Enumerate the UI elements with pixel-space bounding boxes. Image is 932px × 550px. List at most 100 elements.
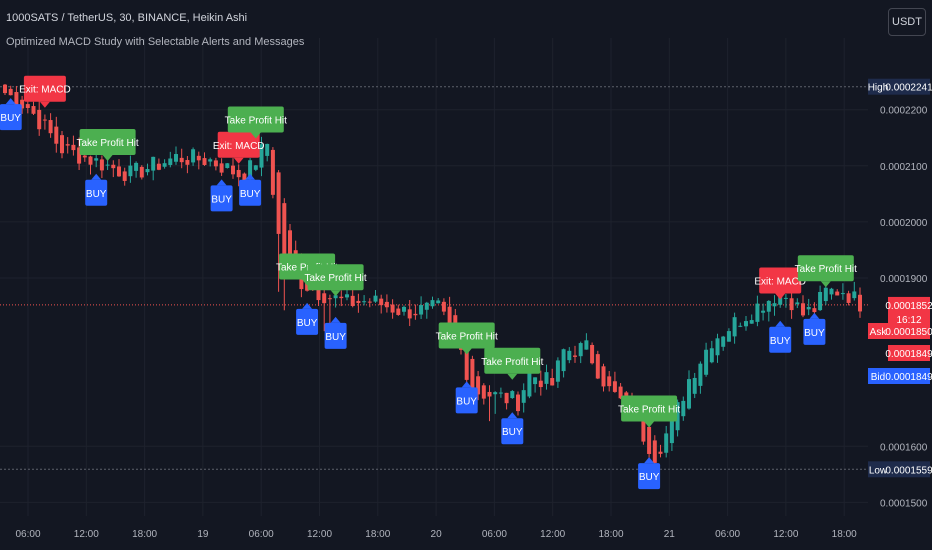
candle-body xyxy=(191,149,196,163)
exit-signal-pointer xyxy=(233,157,244,164)
x-tick-label: 18:00 xyxy=(832,529,857,540)
tp-signal-label[interactable] xyxy=(621,395,678,422)
last-price-tag xyxy=(888,296,930,327)
ask-value-tag xyxy=(888,323,930,339)
candle-body xyxy=(419,305,424,315)
buy-signal-pointer xyxy=(775,320,786,327)
candle-body xyxy=(755,303,760,322)
candle-body xyxy=(14,92,19,108)
currency-button[interactable]: USDT xyxy=(888,8,926,36)
time-axis[interactable]: 06:00 12:00 18:00 19 06:00 12:00 18:00 20 06:00 1… xyxy=(15,529,857,540)
buy-signal-pointer xyxy=(461,381,472,388)
candle-body xyxy=(487,391,492,397)
candle-body xyxy=(772,303,777,307)
tp-signal-label[interactable] xyxy=(438,322,495,349)
candle-body xyxy=(231,165,235,175)
signal-labels: BUY Exit: MACD BUY Take Profit Hit Exit: MAC… xyxy=(0,75,857,490)
buy-signal-label[interactable] xyxy=(0,104,22,131)
candle-body xyxy=(253,165,258,170)
candle-body xyxy=(333,295,338,299)
buy-signal-label[interactable] xyxy=(803,318,826,345)
candle-body xyxy=(818,291,823,311)
low-label-tag xyxy=(868,461,888,478)
buy-signal-label[interactable] xyxy=(296,308,319,335)
x-tick-label: 12:00 xyxy=(307,529,332,540)
candle-body xyxy=(362,301,367,303)
candle-body xyxy=(327,298,332,300)
buy-signal-label[interactable] xyxy=(324,322,347,349)
buy-signal-text: BUY xyxy=(211,194,232,205)
tp-signal-label[interactable] xyxy=(484,347,541,374)
tp-signal-text: Take Profit Hit xyxy=(304,273,366,284)
candle-body xyxy=(174,154,178,162)
exit-signal-label[interactable] xyxy=(23,75,66,102)
buy-signal-label[interactable] xyxy=(210,185,233,212)
buy-signal-label[interactable] xyxy=(239,179,262,206)
candle-body xyxy=(544,372,549,384)
candle-body xyxy=(789,298,794,311)
tp-signal-label[interactable] xyxy=(79,129,136,155)
buy-signal-text: BUY xyxy=(325,332,346,343)
candle-body xyxy=(852,291,857,299)
exit-signal-label[interactable] xyxy=(759,267,802,294)
candle-body xyxy=(384,301,389,308)
buy-signal-label[interactable] xyxy=(769,326,792,353)
candle-body xyxy=(704,349,709,375)
candle-body xyxy=(664,433,669,453)
candle-body xyxy=(42,119,47,121)
candle-body xyxy=(99,159,104,171)
candle-body xyxy=(20,99,25,109)
buy-signal-text: BUY xyxy=(297,318,318,329)
tp-signal-pointer xyxy=(507,373,518,380)
x-tick-label: 06:00 xyxy=(482,529,507,540)
candle-body xyxy=(276,172,281,234)
candle-body xyxy=(168,158,173,165)
y-tick-label: 0.0002100 xyxy=(880,162,928,173)
mid-value-tag xyxy=(888,345,930,361)
candle-body xyxy=(709,348,714,363)
candle-body xyxy=(590,344,595,364)
candle-body xyxy=(60,135,64,154)
tp-signal-label[interactable] xyxy=(797,255,854,282)
x-tick-label: 20 xyxy=(431,529,443,540)
candle-body xyxy=(618,386,623,399)
exit-signal-label[interactable] xyxy=(217,131,260,158)
buy-signal-label[interactable] xyxy=(85,179,108,206)
candle-body xyxy=(316,286,321,301)
tp-signal-text: Take Profit Hit xyxy=(225,116,287,127)
buy-signal-label[interactable] xyxy=(455,387,478,414)
y-tick-label: 0.0002000 xyxy=(880,218,928,229)
tp-signal-text: Take Profit Hit xyxy=(276,263,338,274)
candle-body xyxy=(550,378,555,386)
candle-body xyxy=(185,160,190,165)
tp-signal-text: Take Profit Hit xyxy=(481,357,543,368)
indicator-title[interactable]: Optimized MACD Study with Selectable Ale… xyxy=(6,36,305,48)
candle-body xyxy=(288,230,292,271)
candle-body xyxy=(3,84,7,94)
candle-body xyxy=(607,376,612,387)
tp-signal-label[interactable] xyxy=(307,264,364,291)
y-tick-label: 0.0001500 xyxy=(880,498,928,509)
buy-signal-text: BUY xyxy=(0,113,21,124)
price-axis[interactable]: 0.0002200 0.0002100 0.0002000 0.0001900 0.00… xyxy=(868,78,932,510)
candle-body xyxy=(692,377,697,394)
x-tick-label: 18:00 xyxy=(365,529,390,540)
candle-body xyxy=(732,317,737,337)
bar-countdown: 16:12 xyxy=(896,315,921,326)
exit-signal-pointer xyxy=(39,101,50,108)
tp-signal-label[interactable] xyxy=(227,106,284,133)
candle-body xyxy=(88,156,93,165)
buy-signal-label[interactable] xyxy=(501,418,524,445)
candle-body xyxy=(25,104,30,109)
x-tick-label: 18:00 xyxy=(132,529,157,540)
candle-body xyxy=(726,331,731,342)
candle-body xyxy=(196,155,201,161)
candle-body xyxy=(840,293,845,295)
candle-body xyxy=(48,120,53,134)
candle-body xyxy=(402,306,406,312)
candle-body xyxy=(396,308,401,315)
y-tick-label: 0.0002200 xyxy=(880,106,928,117)
buy-signal-label[interactable] xyxy=(638,463,661,490)
candle-body xyxy=(265,143,270,156)
